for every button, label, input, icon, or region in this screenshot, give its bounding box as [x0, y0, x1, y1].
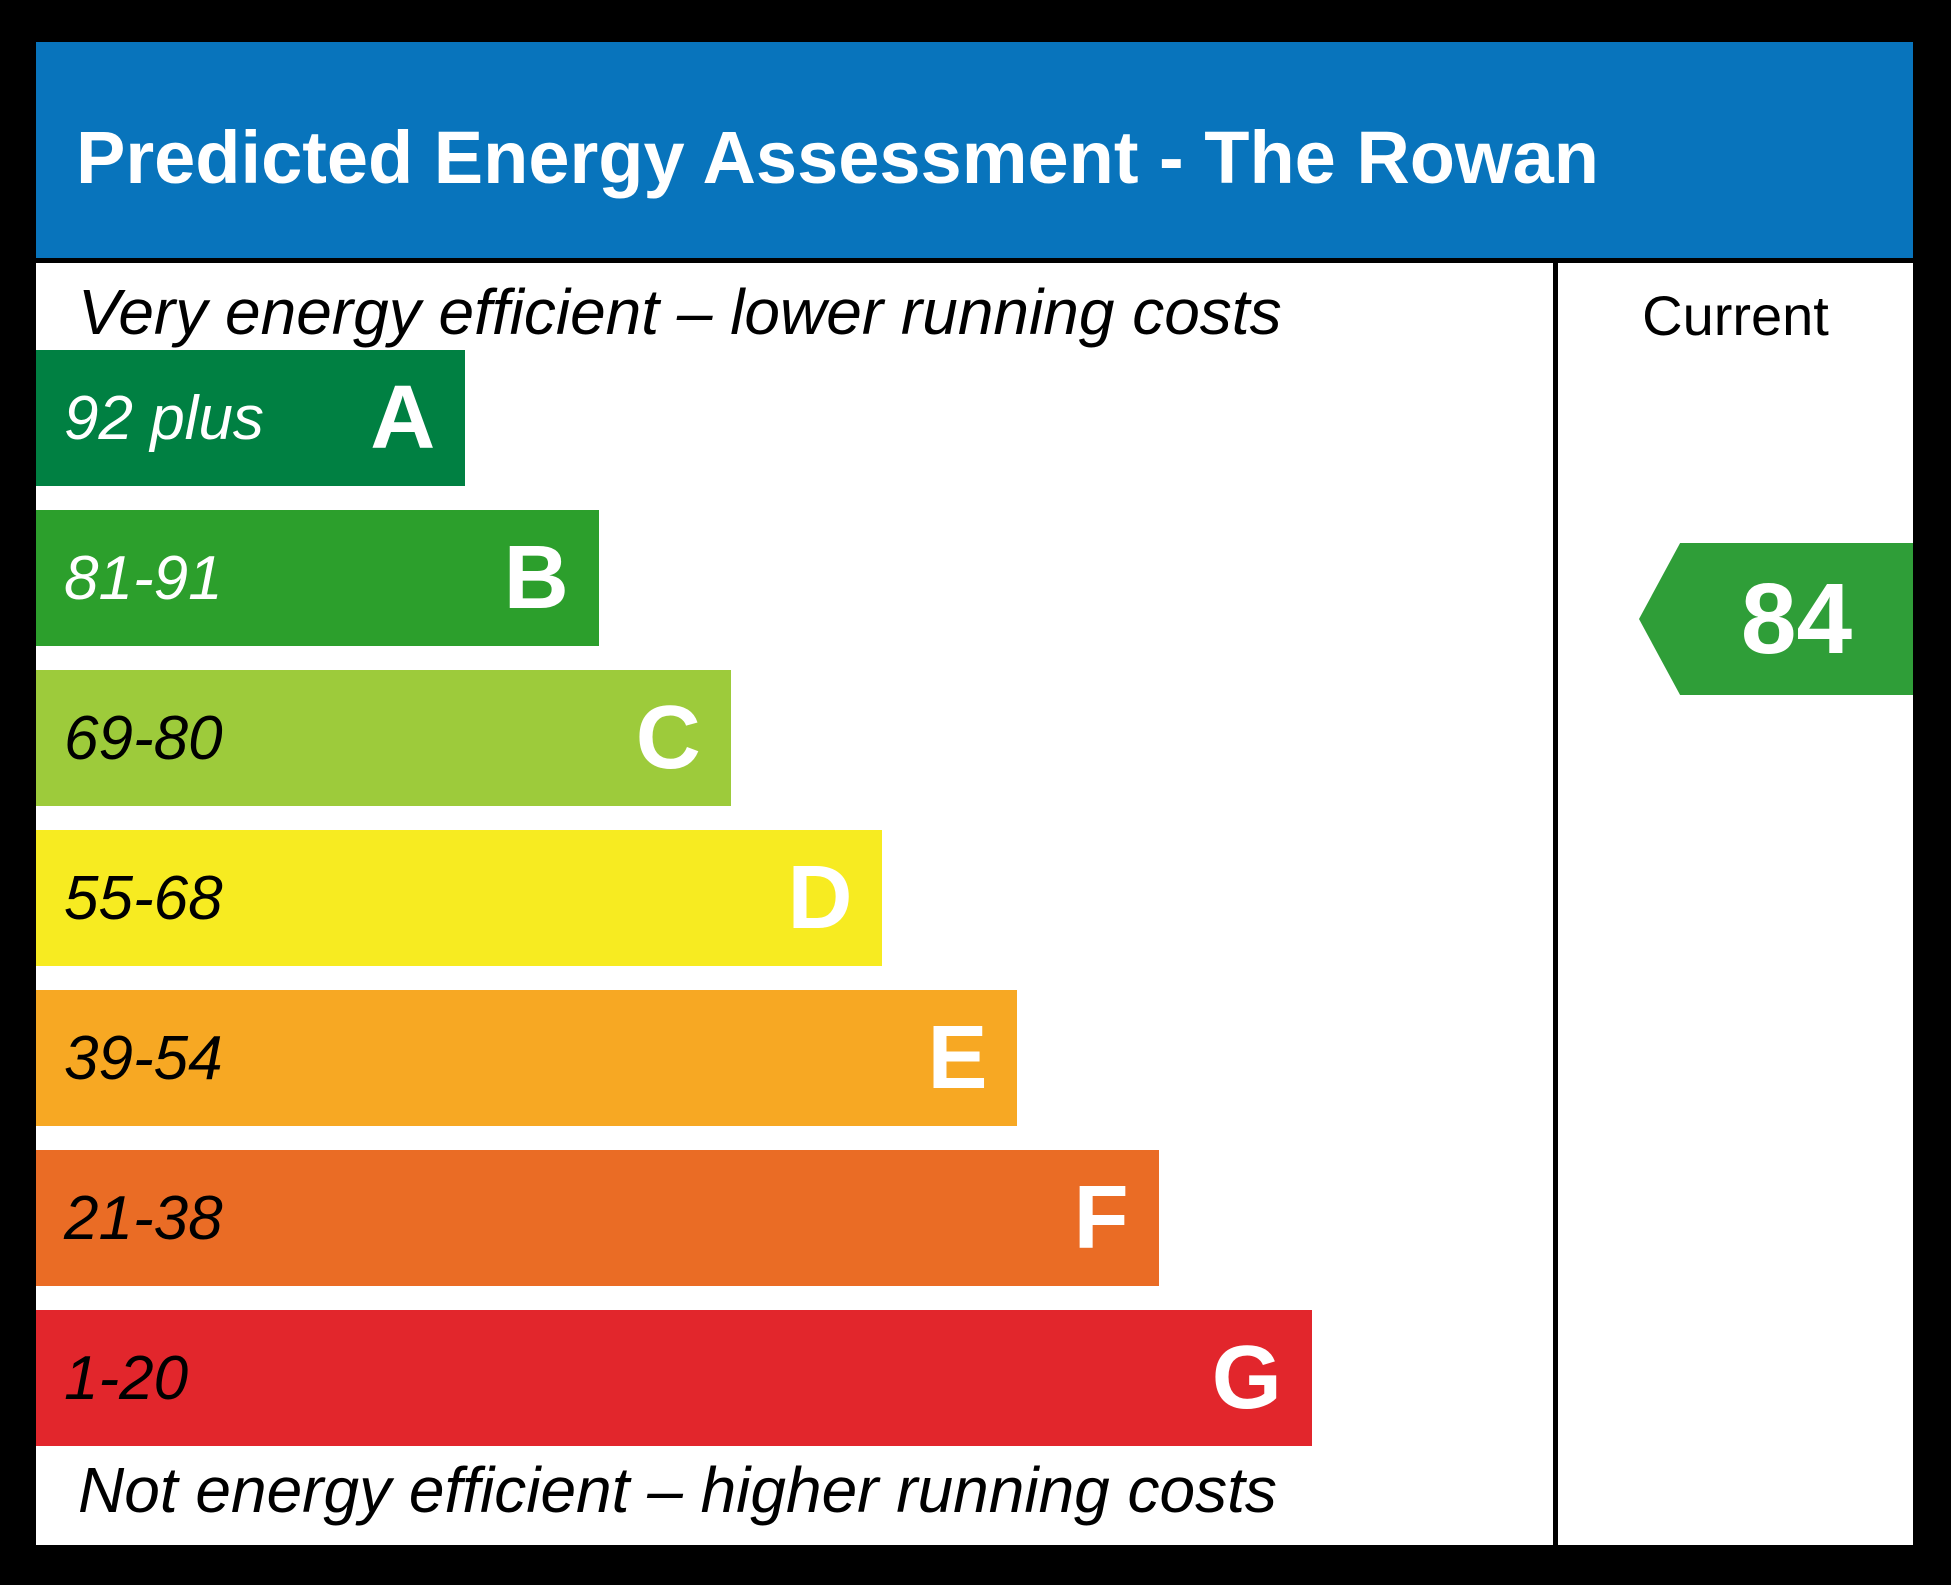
band-letter: F: [1073, 1168, 1129, 1268]
band-row-b: 81-91 B: [36, 510, 599, 646]
band-range-label: 21-38: [64, 1183, 223, 1253]
band-range-label: 39-54: [64, 1023, 223, 1093]
band-range-label: 81-91: [64, 543, 223, 613]
band-row-a: 92 plus A: [36, 350, 466, 486]
page-title: Predicted Energy Assessment - The Rowan: [76, 115, 1599, 199]
current-rating-column: Current 84: [1558, 263, 1913, 1545]
band-range-label: 92 plus: [64, 383, 264, 453]
band-letter: E: [927, 1008, 988, 1108]
band-row-c: 69-80 C: [36, 670, 731, 806]
band-letter: A: [370, 368, 436, 468]
band-letter: B: [503, 528, 569, 628]
band-range-label: 55-68: [64, 863, 223, 933]
band-row-g: 1-20 G: [36, 1310, 1312, 1446]
bottom-caption: Not energy efficient – higher running co…: [78, 1454, 1277, 1526]
title-banner: Predicted Energy Assessment - The Rowan: [36, 42, 1913, 258]
band-range-label: 1-20: [64, 1343, 189, 1413]
current-rating-value: 84: [1740, 563, 1853, 675]
band-list: 92 plus A 81-91 B 69-80 C 55-68 D 39-54 …: [36, 350, 1553, 1470]
band-row-f: 21-38 F: [36, 1150, 1159, 1286]
band-range-label: 69-80: [64, 703, 223, 773]
band-row-d: 55-68 D: [36, 830, 883, 966]
current-column-header: Current: [1642, 284, 1829, 347]
epc-band-chart: Very energy efficient – lower running co…: [36, 263, 1553, 1545]
band-letter: G: [1211, 1328, 1282, 1428]
band-letter: C: [635, 688, 701, 788]
band-letter: D: [787, 848, 853, 948]
band-row-e: 39-54 E: [36, 990, 1018, 1126]
current-rating-arrow: 84: [1639, 543, 1913, 695]
top-caption: Very energy efficient – lower running co…: [78, 276, 1282, 348]
